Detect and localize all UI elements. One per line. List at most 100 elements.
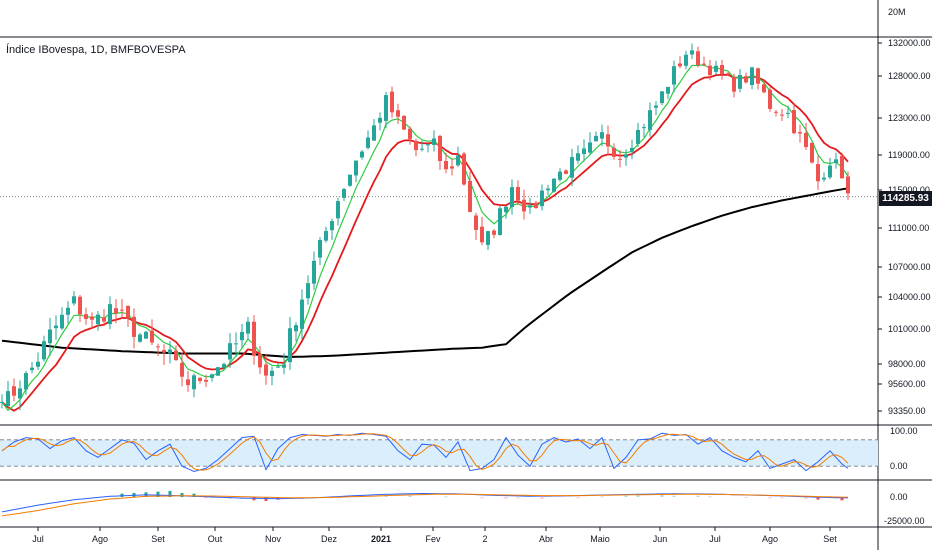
candle-body <box>456 155 460 166</box>
candle-body <box>840 155 844 179</box>
candle-body <box>180 362 184 377</box>
candle-body <box>552 178 556 192</box>
stoch-band-fill <box>0 439 878 467</box>
time-tick-label: Ago <box>762 534 778 544</box>
candle-body <box>276 366 280 368</box>
macd-histogram-bar <box>660 494 664 497</box>
macd-layer <box>1 490 849 517</box>
candle-body <box>642 127 646 129</box>
macd-histogram-bar <box>192 493 196 497</box>
chart-title: Índice IBovespa, 1D, BMFBOVESPA <box>6 44 186 56</box>
candle-body <box>390 91 394 113</box>
candle-body <box>678 63 682 67</box>
candle-body <box>636 129 640 144</box>
candle-body <box>54 325 58 329</box>
volume-scale-label: 20M <box>888 7 906 17</box>
candle-body <box>132 316 136 337</box>
candle-body <box>240 331 244 341</box>
candle-body <box>414 140 418 151</box>
candle-body <box>336 201 340 219</box>
candle-body <box>660 91 664 104</box>
stoch-k-line <box>1 432 849 473</box>
macd-signal-line <box>1 493 849 517</box>
candle-body <box>150 330 154 343</box>
macd-histogram-bar <box>576 497 580 499</box>
candle-body <box>624 154 628 158</box>
candle-body <box>654 105 658 108</box>
candle-body <box>798 132 802 134</box>
candle-body <box>264 364 268 376</box>
stochastic-band <box>0 439 878 467</box>
candle-body <box>594 135 598 142</box>
sma-long-line <box>1 187 849 359</box>
macd-histogram-bar <box>264 497 268 502</box>
candle-body <box>30 367 34 371</box>
candle-body <box>558 171 562 180</box>
candle-body <box>720 64 724 74</box>
price-axis[interactable]: 20M 132000.00 128000.00 123000.00 119000.00 1… <box>878 7 931 526</box>
macd-histogram-bar <box>156 491 160 497</box>
candle-body <box>708 65 712 76</box>
candle-body <box>204 379 208 382</box>
candle-body <box>378 117 382 123</box>
candle-body <box>12 386 16 396</box>
candle-body <box>564 170 568 174</box>
price-tick-label: 98000.00 <box>888 359 926 369</box>
candle-body <box>630 147 634 152</box>
candle-body <box>198 377 202 381</box>
candle-body <box>738 75 742 89</box>
time-tick-label: Jul <box>32 534 44 544</box>
candle-body <box>120 309 124 311</box>
time-tick-label: Jul <box>709 534 721 544</box>
sma-long-layer <box>1 187 849 359</box>
macd-histogram-bar <box>516 497 520 499</box>
time-tick-label: 2 <box>482 534 487 544</box>
candle-body <box>0 402 4 404</box>
time-tick-label: Set <box>823 534 837 544</box>
candle-body <box>354 160 358 176</box>
macd-histogram-bar <box>636 494 640 497</box>
candle-body <box>768 89 772 109</box>
candle-body <box>282 364 286 368</box>
time-axis[interactable]: Jul Ago Set Out Nov Dez 2021 Fev 2 Abr Maio Jun Jul A… <box>32 527 837 544</box>
candle-body <box>420 148 424 150</box>
candle-body <box>294 325 298 332</box>
candle-body <box>648 110 652 130</box>
macd-histogram-bar <box>780 497 784 499</box>
candle-body <box>330 221 334 231</box>
candle-body <box>42 341 46 360</box>
ma-red-line <box>1 73 849 412</box>
price-tick-label: 93350.00 <box>888 406 926 416</box>
macd-histogram-bar <box>180 492 184 497</box>
candle-body <box>288 328 292 363</box>
candle-body <box>498 208 502 235</box>
candle-body <box>684 54 688 66</box>
candle-body <box>300 299 304 329</box>
macd-histogram-bar <box>168 490 172 497</box>
candle-body <box>600 132 604 139</box>
macd-histogram-bar <box>540 497 544 500</box>
candle-body <box>606 134 610 147</box>
time-tick-label: Maio <box>590 534 610 544</box>
candle-body <box>504 206 508 213</box>
stochastic-layer <box>1 432 849 473</box>
candle-body <box>534 202 538 209</box>
candle-body <box>792 110 796 134</box>
candle-body <box>348 174 352 186</box>
candle-body <box>810 142 814 163</box>
candle-body <box>48 329 52 344</box>
candle-body <box>588 142 592 153</box>
candle-body <box>828 165 832 178</box>
candle-body <box>732 76 736 92</box>
price-tick-label: 107000.00 <box>888 262 931 272</box>
candle-body <box>672 66 676 85</box>
candle-body <box>582 148 586 155</box>
candle-body <box>324 230 328 241</box>
candle-body <box>306 283 310 299</box>
candle-body <box>108 304 112 325</box>
candle-body <box>750 67 754 86</box>
candle-body <box>576 153 580 161</box>
